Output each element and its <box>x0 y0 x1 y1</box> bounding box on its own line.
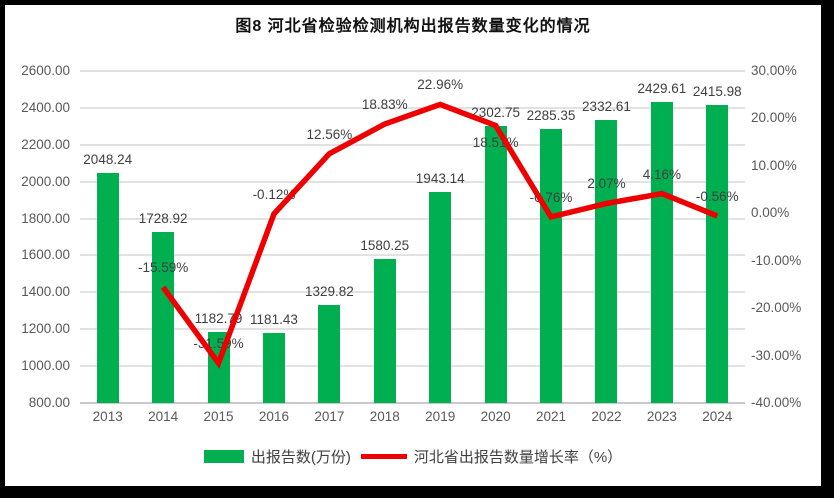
bar-2021 <box>540 129 563 403</box>
figure-border-left <box>0 0 5 498</box>
x-axis-label-2024: 2024 <box>702 409 733 424</box>
y-axis-left-tick: 1600.00 <box>21 247 70 263</box>
line-point-label-2017: 12.56% <box>306 126 353 142</box>
chart-title: 图8 河北省检验检测机构出报告数量变化的情况 <box>235 18 591 35</box>
x-axis-label-2015: 2015 <box>203 409 234 424</box>
growth-line-svg <box>160 101 719 369</box>
bar-2019 <box>429 192 452 403</box>
x-axis-label-2020: 2020 <box>480 409 511 424</box>
line-point-label-2014: -15.59% <box>137 260 189 276</box>
line-point-label-2024: -0.56% <box>695 188 739 204</box>
y-axis-left-tick: 2600.00 <box>21 63 70 78</box>
bar-2017 <box>318 305 341 403</box>
y-axis-right-tick: 30.00% <box>751 63 797 78</box>
y-axis-right-tick: -20.00% <box>751 300 802 316</box>
y-axis-right-tick: -40.00% <box>751 395 802 410</box>
y-axis-left-tick: 2200.00 <box>21 136 70 152</box>
bar-value-label-2015: 1182.79 <box>194 311 243 327</box>
y-axis-right-tick: -10.00% <box>751 252 802 268</box>
y-axis-left-tick: 800.00 <box>28 395 70 410</box>
gridline-2600 <box>80 70 745 72</box>
gridline-2400 <box>80 106 745 109</box>
bar-value-label-2023: 2429.61 <box>637 81 687 97</box>
legend-bar-label: 出报告数(万份) <box>250 448 351 466</box>
gridline-2200 <box>80 143 745 146</box>
bar-value-label-2013: 2048.24 <box>83 151 133 167</box>
y-axis-right-tick: -30.00% <box>751 347 802 363</box>
bar-2020 <box>484 125 507 403</box>
legend-line-label: 河北省出报告数量增长率（%） <box>413 448 623 466</box>
gridline-1400 <box>80 291 745 294</box>
gridline-800 <box>80 402 745 404</box>
bar-2022 <box>595 120 618 403</box>
bar-value-label-2018: 1580.25 <box>360 238 410 254</box>
growth-line <box>160 101 719 369</box>
gridline-2000 <box>80 180 745 183</box>
y-axis-left-tick: 2400.00 <box>21 99 70 115</box>
gridline-1800 <box>80 217 745 220</box>
gridline-1600 <box>80 254 745 257</box>
x-axis-label-2019: 2019 <box>425 409 456 424</box>
bar-value-label-2022: 2332.61 <box>582 99 631 115</box>
bar-value-label-2021: 2285.35 <box>526 108 576 124</box>
y-axis-left-tick: 2000.00 <box>21 173 70 189</box>
x-axis-label-2022: 2022 <box>591 409 622 424</box>
bar-value-label-2020: 2302.75 <box>471 104 521 120</box>
line-point-label-2019: 22.96% <box>417 77 464 93</box>
y-axis-left-tick: 1400.00 <box>21 284 70 300</box>
line-point-label-2016: -0.12% <box>252 186 296 202</box>
x-axis-label-2017: 2017 <box>314 409 345 424</box>
bar-2023 <box>650 102 673 403</box>
figure-border-bottom <box>0 486 834 498</box>
gridline-1000 <box>80 365 745 368</box>
y-axis-right-tick: 10.00% <box>751 157 797 173</box>
legend-bar-swatch-icon <box>203 449 244 463</box>
bar-value-label-2016: 1181.43 <box>250 311 298 327</box>
bar-value-label-2019: 1943.14 <box>415 171 465 187</box>
bar-2018 <box>373 259 396 403</box>
x-axis-label-2021: 2021 <box>536 409 567 424</box>
x-axis-label-2013: 2013 <box>92 409 123 424</box>
gridline-1200 <box>80 328 745 331</box>
y-axis-left-tick: 1000.00 <box>21 358 70 374</box>
legend: 出报告数(万份) 河北省出报告数量增长率（%） <box>5 446 821 466</box>
line-point-label-2018: 18.83% <box>361 96 408 112</box>
y-axis-left-tick: 1800.00 <box>21 210 70 226</box>
x-axis-label-2018: 2018 <box>369 409 400 424</box>
bar-2014 <box>152 231 175 403</box>
bar-value-label-2024: 2415.98 <box>692 83 742 99</box>
y-axis-right-tick: 0.00% <box>751 205 790 221</box>
x-axis-label-2014: 2014 <box>148 409 179 424</box>
bar-2013 <box>96 172 119 403</box>
line-point-label-2022: 2.07% <box>587 176 626 192</box>
y-axis-right-tick: 20.00% <box>751 110 797 126</box>
bar-value-label-2017: 1329.82 <box>304 284 354 300</box>
x-axis-label-2016: 2016 <box>258 409 289 424</box>
legend-line-swatch-icon <box>360 453 407 459</box>
y-axis-left-tick: 1200.00 <box>21 321 70 337</box>
line-point-label-2023: 4.16% <box>642 166 682 182</box>
x-axis-label-2023: 2023 <box>646 409 677 424</box>
bar-value-label-2014: 1728.92 <box>138 210 188 226</box>
figure-border-top <box>0 0 834 5</box>
bar-2016 <box>262 332 285 403</box>
figure-border-right <box>821 0 834 498</box>
bar-2024 <box>706 104 729 403</box>
